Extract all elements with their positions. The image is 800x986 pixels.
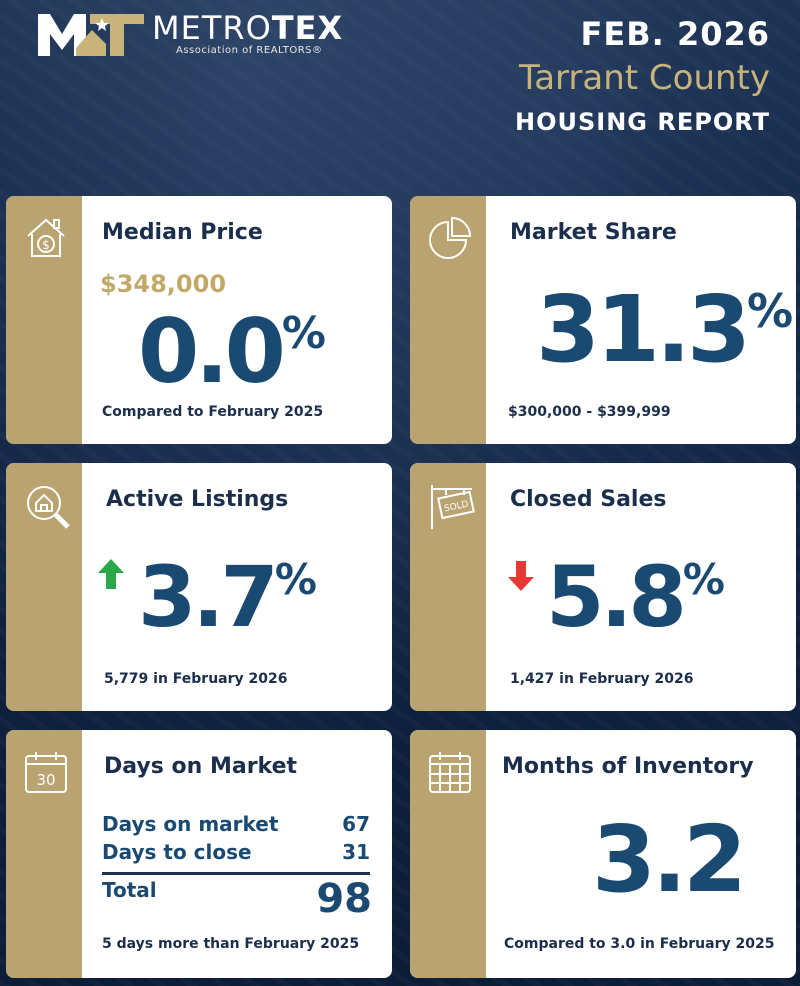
dom-row-close: Days to close 31 xyxy=(102,840,370,864)
days-on-market-card: 30 Days on Market Days on market 67 Days … xyxy=(6,730,392,978)
house-dollar-icon: $ xyxy=(22,214,70,262)
median-price-card: $ Median Price $348,000 0.0% Compared to… xyxy=(6,196,392,444)
active-listings-change: 3.7% xyxy=(138,548,317,646)
card-title: Days on Market xyxy=(104,754,298,779)
card-footer: 1,427 in February 2026 xyxy=(510,671,694,687)
svg-text:$: $ xyxy=(42,238,50,252)
card-title: Closed Sales xyxy=(510,487,667,512)
card-title: Market Share xyxy=(510,220,677,245)
magnify-house-icon xyxy=(22,481,70,529)
active-listings-card: Active Listings 3.7% 5,779 in February 2… xyxy=(6,463,392,711)
card-footer: $300,000 - $399,999 xyxy=(508,404,671,420)
market-share-card: Market Share 31.3% $300,000 - $399,999 xyxy=(410,196,796,444)
calendar-grid-icon xyxy=(426,748,474,796)
pie-chart-icon xyxy=(426,214,474,262)
total-value: 98 xyxy=(316,876,372,922)
median-price-value: $348,000 xyxy=(100,270,227,298)
down-arrow-icon xyxy=(508,561,534,595)
card-footer: 5,779 in February 2026 xyxy=(104,671,288,687)
report-date: FEB. 2026 xyxy=(580,15,770,53)
months-inventory-value: 3.2 xyxy=(592,806,747,913)
up-arrow-icon xyxy=(98,559,124,593)
card-title: Active Listings xyxy=(106,487,289,512)
svg-text:30: 30 xyxy=(36,771,55,789)
logo-name: METROTEX xyxy=(152,8,344,47)
card-title: Median Price xyxy=(102,220,263,245)
card-title: Months of Inventory xyxy=(502,754,754,779)
closed-sales-card: SOLD Closed Sales 5.8% 1,427 in February… xyxy=(410,463,796,711)
months-inventory-card: Months of Inventory 3.2 Compared to 3.0 … xyxy=(410,730,796,978)
card-accent-strip xyxy=(410,730,486,978)
total-divider xyxy=(102,872,370,875)
total-label: Total xyxy=(102,878,157,902)
median-price-change: 0.0% xyxy=(138,300,326,403)
sold-sign-icon: SOLD xyxy=(426,481,475,529)
card-accent-strip xyxy=(6,730,82,978)
logo-mark-icon xyxy=(36,8,146,58)
county-name: Tarrant County xyxy=(519,58,770,98)
report-header: FEB. 2026 Tarrant County HOUSING REPORT xyxy=(515,14,770,138)
closed-sales-change: 5.8% xyxy=(546,548,725,646)
card-footer: Compared to 3.0 in February 2025 xyxy=(504,936,775,952)
card-footer: 5 days more than February 2025 xyxy=(102,936,360,952)
report-title: HOUSING REPORT xyxy=(515,108,770,136)
card-accent-strip xyxy=(6,196,82,444)
calendar-30-icon: 30 xyxy=(22,748,70,796)
market-share-value: 31.3% xyxy=(536,276,794,383)
card-footer: Compared to February 2025 xyxy=(102,404,324,420)
dom-row-market: Days on market 67 xyxy=(102,812,370,836)
metrotex-logo: METROTEX Association of REALTORS® xyxy=(36,8,343,58)
logo-subtitle: Association of REALTORS® xyxy=(176,44,323,56)
card-accent-strip xyxy=(410,463,486,711)
